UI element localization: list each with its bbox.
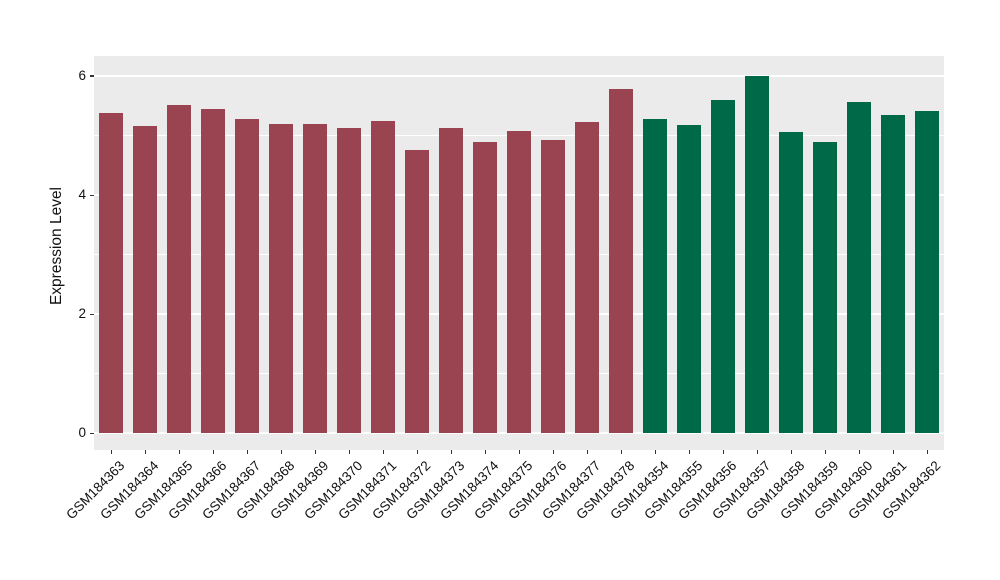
x-tick [756,450,758,454]
bar [235,118,259,434]
bar [439,127,463,434]
bar [473,142,497,434]
x-tick [280,450,282,454]
y-tick-label: 0 [78,425,86,441]
x-tick [450,450,452,454]
x-tick [246,450,248,454]
bar [507,131,531,434]
y-tick-label: 4 [78,187,86,203]
bar [711,99,735,434]
bar [745,76,769,434]
x-tick [824,450,826,454]
x-tick [382,450,384,454]
bar [133,126,157,434]
x-tick [858,450,860,454]
gridline-major [94,432,944,435]
x-tick [688,450,690,454]
bar [609,88,633,434]
x-tick [722,450,724,454]
x-tick [314,450,316,454]
bar [371,121,395,434]
x-tick [654,450,656,454]
bar [167,104,191,434]
x-tick [518,450,520,454]
bar [405,150,429,434]
y-tick [90,75,94,77]
plot-panel [94,56,944,450]
x-tick [110,450,112,454]
x-tick [144,450,146,454]
x-tick [620,450,622,454]
y-tick [90,432,94,434]
bar [881,114,905,434]
x-tick [484,450,486,454]
x-tick [416,450,418,454]
x-tick [178,450,180,454]
bar [575,122,599,434]
bar [303,124,327,434]
x-tick [790,450,792,454]
bar [847,101,871,434]
x-tick [586,450,588,454]
x-tick [348,450,350,454]
x-tick [552,450,554,454]
bar [677,125,701,434]
bar [915,110,939,434]
y-tick-label: 6 [78,68,86,83]
x-tick [212,450,214,454]
y-tick [90,194,94,196]
gridline-major [94,75,944,77]
bar [813,141,837,434]
bar [337,128,361,434]
bar [643,118,667,434]
bar [201,109,225,434]
bar [99,112,123,434]
bar [779,131,803,434]
bar [541,140,565,434]
bar [269,123,293,434]
y-tick [90,313,94,315]
x-tick [926,450,928,454]
x-tick [892,450,894,454]
y-tick-label: 2 [78,306,86,322]
